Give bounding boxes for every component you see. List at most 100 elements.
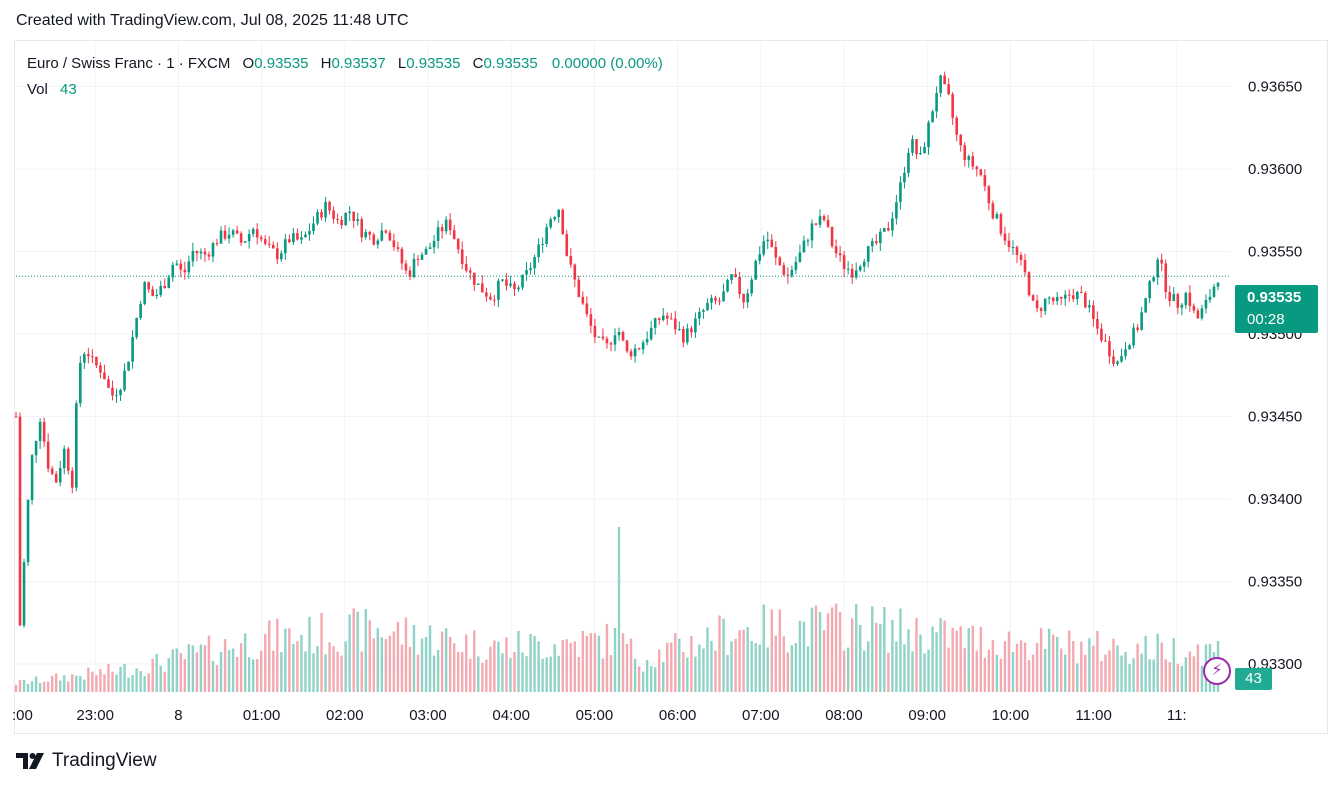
- volume-bar: [867, 641, 870, 692]
- candle-body: [54, 473, 58, 483]
- lightning-icon[interactable]: ⚡: [1203, 657, 1231, 685]
- volume-bar: [955, 630, 958, 692]
- volume-bar: [1144, 635, 1147, 692]
- volume-bar: [975, 650, 978, 692]
- volume-bar: [585, 635, 589, 692]
- candle-body: [669, 318, 673, 320]
- candle-body: [694, 318, 697, 333]
- volume-bar: [388, 635, 392, 692]
- volume-bar: [525, 656, 528, 692]
- volume-bar: [943, 620, 946, 692]
- volume-bar: [883, 606, 886, 692]
- candle-body: [682, 328, 685, 343]
- candle-body: [372, 234, 376, 245]
- candle-body: [987, 186, 991, 204]
- volume-bar: [22, 679, 26, 692]
- candle-body: [521, 274, 524, 288]
- tradingview-logo: TradingView: [16, 750, 157, 772]
- candle-body: [1092, 305, 1095, 320]
- candle-body: [557, 209, 561, 218]
- candle-body: [91, 356, 94, 358]
- volume-bar: [593, 633, 597, 692]
- high-label: H: [320, 55, 332, 72]
- candle-body: [983, 175, 987, 187]
- candle-body: [1063, 294, 1067, 299]
- candle-body: [175, 263, 179, 265]
- volume-bar: [1136, 643, 1139, 692]
- volume-bar: [75, 675, 78, 692]
- volume-bar: [625, 643, 629, 692]
- candle-body: [1108, 341, 1111, 357]
- volume-bar: [336, 651, 339, 692]
- volume-bar: [139, 671, 142, 692]
- candle-body: [497, 280, 500, 300]
- volume-bar: [239, 643, 243, 692]
- volume-bar: [332, 646, 335, 692]
- candle-body: [613, 335, 617, 345]
- volume-bar: [1011, 651, 1015, 692]
- volume-bar: [766, 647, 769, 692]
- volume-bar: [658, 649, 661, 692]
- x-tick-label: :00: [12, 707, 33, 724]
- volume-bar: [802, 621, 806, 692]
- candle-body: [1075, 291, 1079, 300]
- candle-body: [207, 254, 211, 257]
- ohlc-legend: Euro / Swiss Franc · 1 · FXCM O0.93535 H…: [27, 55, 663, 72]
- candle-body: [565, 234, 569, 256]
- volume-bar: [561, 639, 564, 692]
- candle-body: [271, 244, 275, 249]
- volume-bar: [280, 652, 283, 692]
- candle-body: [633, 348, 637, 357]
- candle-body: [247, 233, 251, 242]
- volume-bar: [1140, 653, 1143, 692]
- volume-bar: [1172, 638, 1175, 692]
- volume-bar: [846, 647, 850, 692]
- candle-body: [593, 325, 597, 338]
- candle-body: [1124, 349, 1127, 357]
- volume-bar: [1100, 661, 1103, 692]
- volume-bar: [247, 657, 251, 692]
- volume-bar: [875, 622, 878, 692]
- volume-bar: [810, 607, 814, 692]
- volume-bar: [939, 618, 942, 692]
- volume-bar: [621, 633, 625, 692]
- candle-body: [814, 223, 818, 225]
- high-value: 0.93537: [331, 55, 386, 72]
- chart-area[interactable]: [14, 40, 1328, 734]
- candle-body: [481, 283, 484, 293]
- candle-body: [103, 372, 106, 380]
- volume-bar: [1148, 659, 1151, 692]
- candle-body: [292, 233, 295, 243]
- candle-body: [561, 209, 565, 235]
- candle-body: [464, 264, 468, 271]
- volume-bar: [268, 620, 271, 692]
- volume-bar: [919, 634, 922, 692]
- volume-bar: [1015, 643, 1019, 692]
- candle-body: [726, 279, 729, 292]
- candle-body: [392, 240, 396, 248]
- volume-bar: [147, 673, 150, 692]
- candle-body: [384, 230, 388, 233]
- volume-bar: [999, 658, 1003, 692]
- candle-body: [778, 257, 782, 266]
- volume-bar: [328, 642, 331, 692]
- candle-body: [1160, 259, 1164, 264]
- volume-bar: [368, 620, 371, 692]
- volume-bar: [1120, 655, 1123, 692]
- volume-bar: [424, 637, 428, 692]
- volume-bar: [1088, 638, 1091, 692]
- candle-body: [919, 153, 922, 155]
- volume-bar: [686, 657, 689, 692]
- candle-body: [320, 212, 323, 218]
- volume-bar: [678, 638, 681, 692]
- volume-bar: [682, 651, 685, 692]
- volume-bar: [91, 671, 94, 692]
- symbol-name[interactable]: Euro / Swiss Franc · 1 · FXCM: [27, 55, 231, 72]
- volume-bar: [617, 527, 621, 692]
- volume-label: Vol: [27, 81, 48, 98]
- candle-body: [348, 211, 351, 214]
- volume-bar: [826, 613, 830, 692]
- candle-body: [722, 291, 725, 302]
- candle-body: [1140, 312, 1143, 330]
